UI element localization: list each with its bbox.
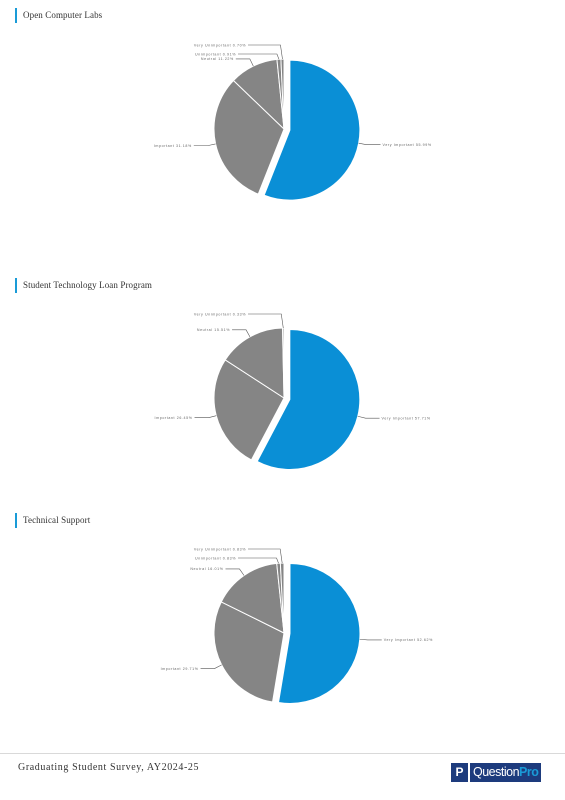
pie-slice-very-important <box>263 59 361 201</box>
leader-line-very-unimportant <box>248 548 283 564</box>
footer-divider <box>0 753 565 754</box>
pie-slice-important <box>213 601 285 703</box>
leader-line-very-unimportant <box>248 44 283 60</box>
pie-slice-very-unimportant <box>282 327 285 399</box>
leader-line-neutral <box>232 329 251 337</box>
slice-label-neutral: Neutral 15.51% <box>197 328 230 332</box>
leader-line-important <box>194 415 217 419</box>
leader-line-unimportant <box>238 557 279 564</box>
pie-chart-open-computer-labs: Very Important 55.99% Important 31.18% Neu… <box>154 43 432 201</box>
slice-label-unimportant: Unimportant 0.91% <box>195 52 236 56</box>
pie-slice-very-important <box>256 328 361 470</box>
logo-word-pro: Pro <box>519 764 539 779</box>
slice-label-important: Important 31.18% <box>154 144 192 148</box>
slice-label-important: Important 26.45% <box>155 416 193 420</box>
slice-label-very-important: Very Important 55.99% <box>383 143 432 147</box>
logo-word-question: Question <box>473 764 520 779</box>
pie-slice-very-important <box>277 562 361 704</box>
slice-label-very-unimportant: Very Unimportant 0.70% <box>194 43 246 47</box>
leader-line-important <box>200 664 222 669</box>
leader-line-very-important <box>358 142 381 146</box>
chart-title-technical-support: Technical Support <box>15 513 90 528</box>
pie-slice-neutral <box>220 562 285 634</box>
slice-label-neutral: Neutral 16.01% <box>190 567 223 571</box>
slice-label-important: Important 29.71% <box>161 667 199 671</box>
chart-title-student-technology-loan-program: Student Technology Loan Program <box>15 278 152 293</box>
footer-survey-title: Graduating Student Survey, AY2024-25 <box>18 762 200 773</box>
slice-label-neutral: Neutral 11.22% <box>201 57 234 61</box>
slice-label-very-important: Very Important 52.62% <box>384 638 433 642</box>
pie-slice-important <box>213 359 285 461</box>
slice-label-very-important: Very Important 57.71% <box>382 416 431 420</box>
leader-line-neutral <box>235 58 254 67</box>
questionpro-logo-wordmark: QuestionPro <box>470 762 542 782</box>
leader-line-very-important <box>359 638 382 641</box>
questionpro-logo-icon: P <box>451 762 468 782</box>
questionpro-logo: P QuestionPro <box>451 762 542 782</box>
pie-chart-student-technology-loan-program: Very Important 57.71% Important 26.45% Neu… <box>155 312 431 470</box>
leader-line-very-important <box>357 415 380 419</box>
chart-title-open-computer-labs: Open Computer Labs <box>15 8 102 23</box>
leader-line-very-unimportant <box>248 313 284 329</box>
leader-line-neutral <box>225 568 245 576</box>
slice-label-very-unimportant: Very Unimportant 0.83% <box>194 547 246 551</box>
leader-line-unimportant <box>238 53 280 60</box>
slice-label-very-unimportant: Very Unimportant 0.33% <box>194 312 246 316</box>
slice-label-unimportant: Unimportant 0.83% <box>195 556 236 560</box>
pie-chart-technical-support: Very Important 52.62% Important 29.71% Neu… <box>161 547 433 704</box>
leader-line-important <box>193 143 216 146</box>
